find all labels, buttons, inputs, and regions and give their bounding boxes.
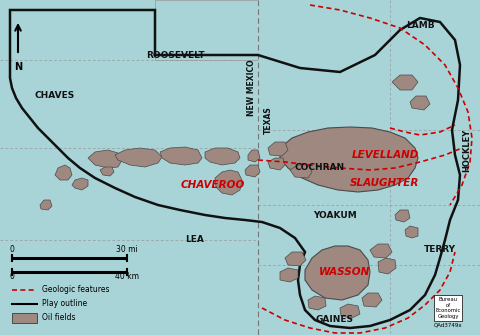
Polygon shape [268, 158, 285, 170]
Text: N: N [14, 62, 22, 72]
Text: QAd3749x: QAd3749x [434, 323, 462, 328]
Polygon shape [115, 148, 162, 167]
Text: HOCKLEY: HOCKLEY [463, 128, 471, 172]
Polygon shape [305, 246, 370, 300]
Polygon shape [405, 226, 418, 238]
Polygon shape [308, 296, 326, 310]
Text: 0: 0 [10, 272, 14, 281]
Text: Bureau
of
Economic
Geology: Bureau of Economic Geology [435, 297, 461, 319]
Polygon shape [280, 127, 418, 192]
Polygon shape [285, 252, 306, 266]
Text: WASSON: WASSON [319, 267, 371, 277]
Text: NEW MEXICO: NEW MEXICO [248, 60, 256, 116]
Text: Geologic features: Geologic features [42, 285, 109, 294]
Text: 0: 0 [10, 245, 14, 254]
Polygon shape [410, 96, 430, 110]
Text: LEA: LEA [186, 236, 204, 245]
Polygon shape [395, 210, 410, 222]
Polygon shape [215, 170, 242, 195]
Bar [12, 313, 37, 323]
Text: COCHRAN: COCHRAN [295, 163, 345, 173]
Text: YOAKUM: YOAKUM [313, 210, 357, 219]
Polygon shape [362, 293, 382, 307]
Polygon shape [40, 200, 52, 210]
Text: CHAVEROO: CHAVEROO [181, 180, 245, 190]
Polygon shape [88, 150, 122, 168]
Text: LEVELLAND: LEVELLAND [351, 150, 419, 160]
Polygon shape [248, 150, 260, 162]
Polygon shape [370, 244, 392, 258]
Polygon shape [340, 304, 360, 318]
Polygon shape [268, 142, 288, 156]
Text: TERRY: TERRY [424, 246, 456, 255]
Polygon shape [280, 268, 298, 282]
Polygon shape [392, 75, 418, 90]
Polygon shape [378, 258, 396, 274]
Text: Play outline: Play outline [42, 299, 87, 309]
Text: TEXAS: TEXAS [264, 106, 273, 134]
Polygon shape [160, 147, 202, 165]
Text: 30 mi: 30 mi [116, 245, 138, 254]
Text: GAINES: GAINES [316, 316, 354, 325]
Text: SLAUGHTER: SLAUGHTER [350, 178, 420, 188]
Polygon shape [245, 165, 260, 177]
Polygon shape [100, 167, 114, 176]
Text: 40 km: 40 km [115, 272, 139, 281]
Polygon shape [205, 148, 240, 165]
Text: LAMB: LAMB [406, 20, 434, 29]
Text: ROOSEVELT: ROOSEVELT [146, 51, 204, 60]
Polygon shape [55, 165, 72, 180]
Polygon shape [72, 178, 88, 190]
Text: Oil fields: Oil fields [42, 314, 75, 323]
Polygon shape [290, 165, 312, 178]
Text: CHAVES: CHAVES [35, 90, 75, 99]
